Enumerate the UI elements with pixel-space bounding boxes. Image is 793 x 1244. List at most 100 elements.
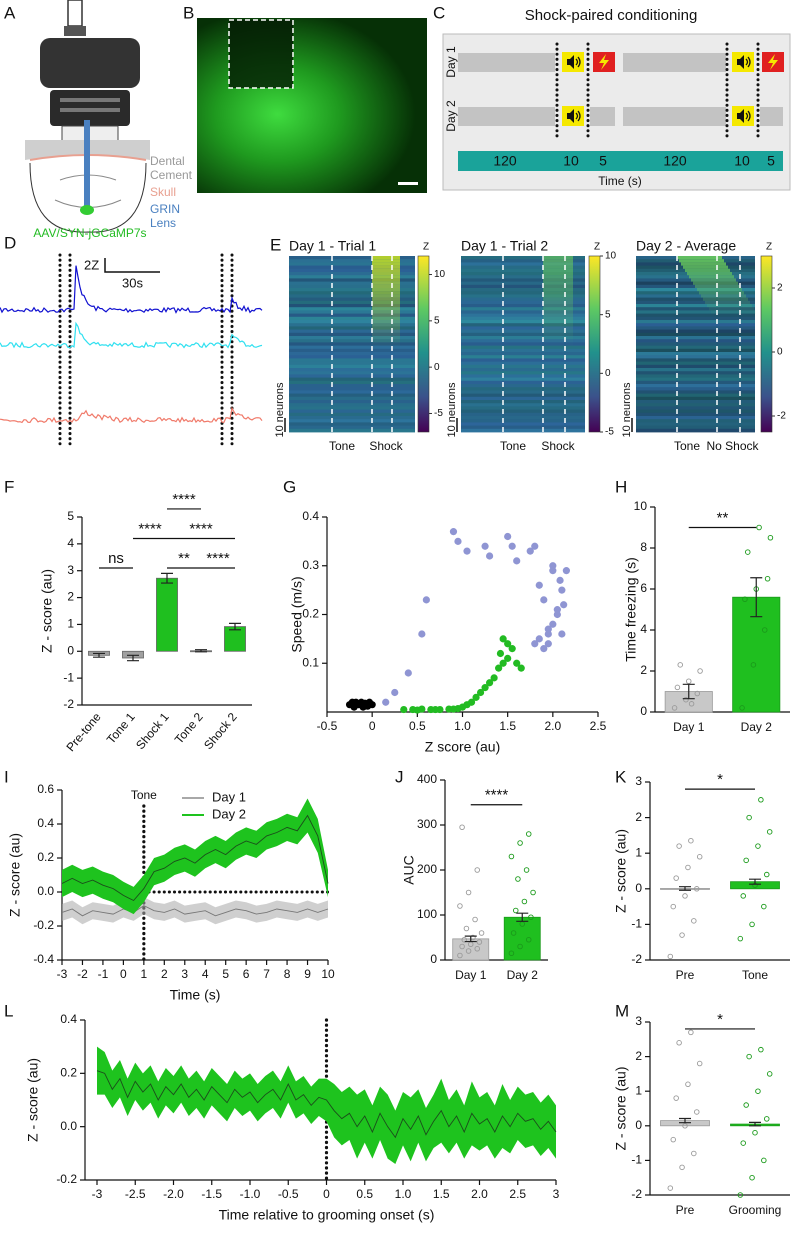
heatmap-row [461, 339, 585, 343]
data-point [467, 698, 476, 706]
x-tick-label: Tone 2 [172, 710, 206, 747]
x-tick-label: -0.5 [278, 1187, 299, 1201]
significance-label: ** [717, 509, 729, 526]
data-point [742, 596, 748, 603]
heatmap-response [372, 300, 400, 305]
colorbar-tick-label: 10 [434, 269, 446, 280]
heatmap-row [636, 419, 755, 423]
x-tick-label: 5 [222, 967, 229, 981]
heatmap-row [461, 390, 585, 394]
heatmap-row [636, 281, 755, 286]
colorbar-tick-label: 0 [605, 368, 611, 379]
heatmap-row [636, 368, 755, 372]
line [61, 905, 329, 917]
heatmap-response [372, 297, 400, 302]
data-point [697, 668, 703, 674]
y-tick-label: 100 [417, 907, 437, 921]
x-tick-label: 1 [141, 967, 148, 981]
significance-label: ** [178, 550, 190, 567]
heatmap-response [543, 288, 573, 292]
heatmap-row [289, 377, 415, 382]
error-bar [229, 622, 241, 631]
heatmap-row [636, 380, 755, 385]
x-tick-label: 6 [243, 967, 250, 981]
day-label: Day 1 [444, 46, 458, 78]
heatmap-row [289, 323, 415, 327]
heatmap-row [289, 358, 415, 362]
data-point [685, 864, 691, 871]
heatmap-row [289, 371, 415, 375]
heatmap-response [543, 281, 573, 286]
data-point [517, 664, 525, 672]
colorbar-label: Z [594, 242, 600, 253]
duration: 120 [663, 153, 687, 169]
data-point [504, 532, 512, 541]
x-tick-label: -2.5 [125, 1187, 146, 1201]
heatmap-response [693, 281, 738, 286]
heatmap-row [636, 364, 755, 369]
y-tick-label: 1 [635, 845, 642, 859]
y-tick-label: 0.3 [302, 558, 319, 572]
trace [0, 406, 263, 424]
error-bar [93, 652, 105, 658]
heatmap-response [372, 307, 400, 311]
panel-letter: G [283, 477, 296, 496]
heatmap-row [289, 355, 415, 359]
heatmap-response [691, 278, 736, 282]
error-band [62, 798, 328, 915]
data-point [766, 1071, 773, 1077]
heatmap-row [461, 272, 585, 276]
y-tick-label: 0 [67, 643, 74, 657]
data-point [670, 903, 676, 910]
heatmap-row [461, 304, 585, 308]
x-tick-label: Pre [676, 1203, 695, 1217]
data-point [544, 640, 552, 648]
data-point [525, 937, 532, 943]
panel-letter: K [615, 767, 627, 786]
data-point [525, 831, 532, 837]
heatmap-response [543, 316, 573, 321]
data-point [691, 918, 697, 924]
data-point [515, 876, 521, 882]
data-point [495, 664, 503, 672]
heatmap-row [289, 272, 415, 276]
heatmap-row [636, 425, 755, 430]
y-tick-label: 0 [635, 881, 642, 895]
heatmap-row [461, 320, 585, 324]
label-lens: GRIN [150, 202, 180, 216]
heatmap-row [461, 265, 585, 270]
y-tick-label: 3 [635, 1014, 642, 1028]
heatmap-response [689, 275, 734, 279]
heatmap-response [543, 332, 573, 337]
colorbar [760, 255, 773, 433]
heatmap-title: Day 1 - Trial 1 [289, 238, 376, 254]
heatmap-row [289, 281, 415, 286]
significance-label: * [717, 1011, 723, 1028]
heatmap-row [289, 294, 415, 298]
significance-label: **** [172, 491, 196, 508]
heatmap-row [461, 345, 585, 350]
y-tick-label: 2 [67, 590, 74, 604]
event-label: Tone [500, 439, 526, 453]
heatmap-row [636, 329, 755, 334]
heatmap-response [687, 272, 732, 276]
heatmap-row [461, 310, 585, 314]
data-point [696, 1060, 703, 1067]
heatmap-row [461, 355, 585, 359]
y-axis-title: Time freezing (s) [623, 557, 639, 662]
y-tick-label: 3 [635, 774, 642, 788]
significance-label: **** [485, 787, 509, 804]
event-label: Tone [329, 439, 355, 453]
heatmap-response [705, 300, 750, 305]
x-tick-label: -0.5 [317, 719, 338, 733]
heatmap-title: Day 2 - Average [636, 238, 736, 254]
y-tick-label: 5 [67, 509, 74, 523]
data-point [739, 705, 745, 711]
x-tick-label: 7 [263, 967, 270, 981]
colorbar-label: Z [766, 242, 772, 253]
y-tick-label: 300 [417, 817, 437, 831]
data-point [540, 645, 548, 653]
significance-label: ns [108, 550, 124, 567]
data-point [535, 581, 543, 589]
traces [0, 253, 263, 447]
